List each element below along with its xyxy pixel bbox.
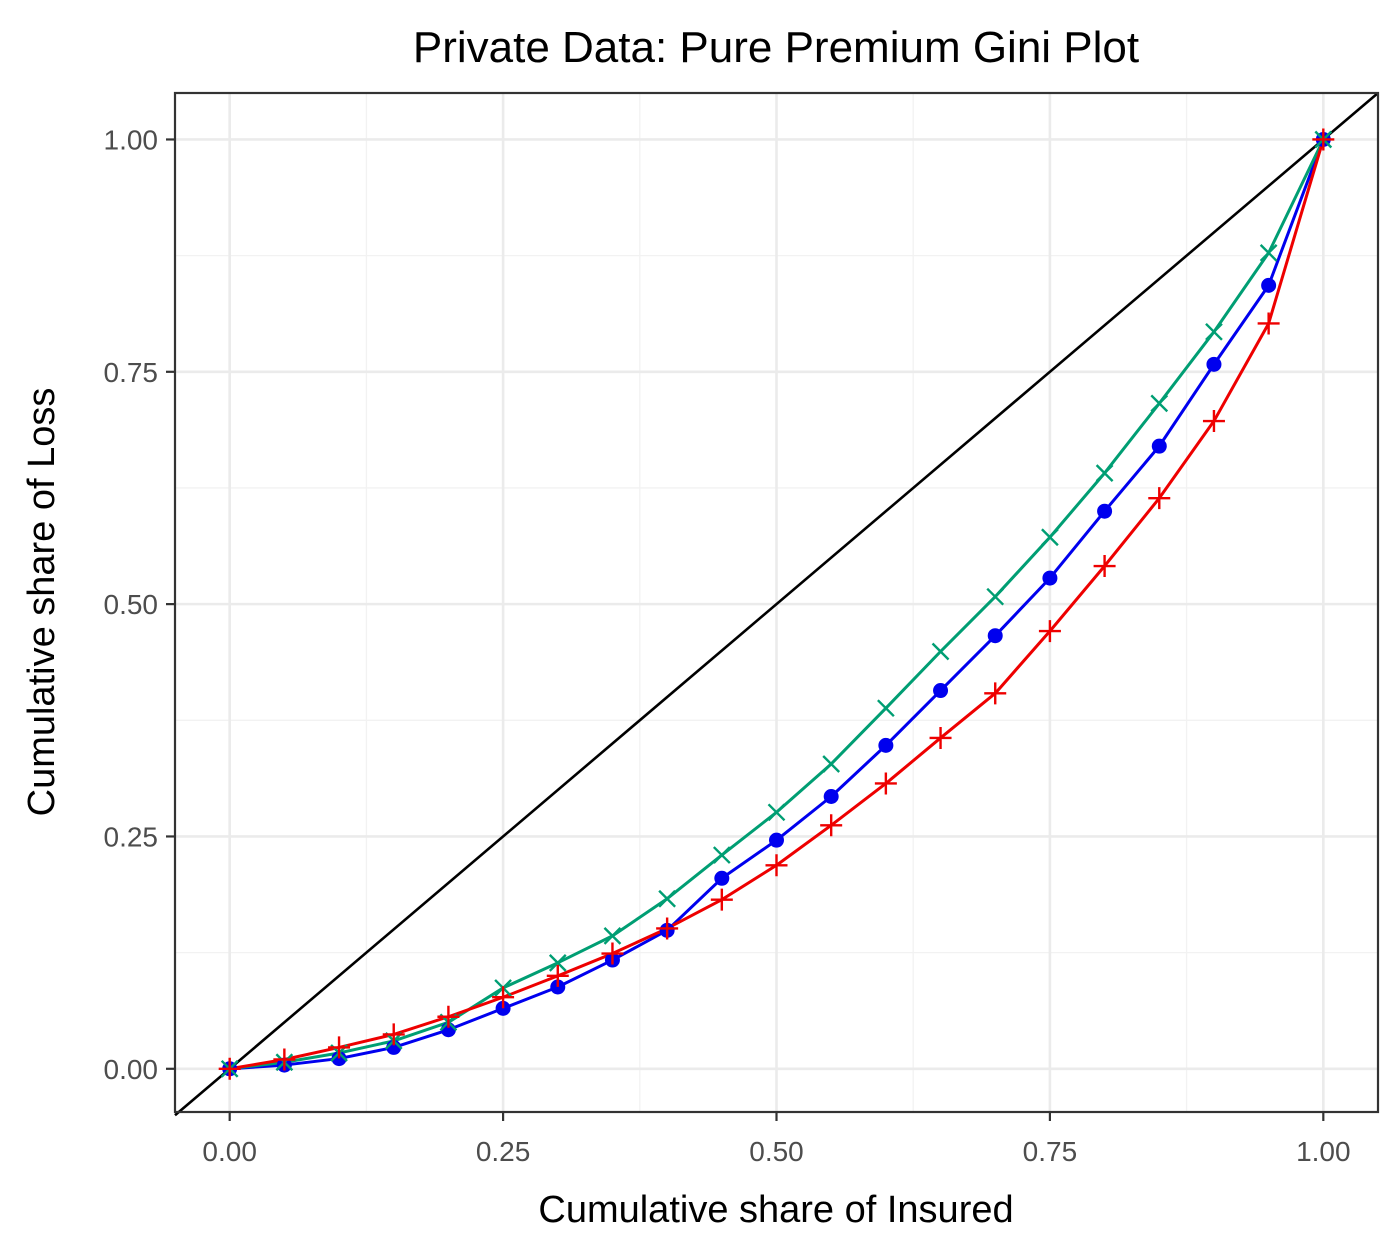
x-axis-title: Cumulative share of Insured bbox=[538, 1189, 1013, 1231]
series-3-point bbox=[1093, 555, 1116, 578]
series-1-point bbox=[878, 737, 894, 753]
series-2-point bbox=[1041, 528, 1059, 547]
series-2-point bbox=[548, 953, 567, 972]
series-markers bbox=[218, 128, 1335, 1080]
series-3-point bbox=[765, 854, 788, 877]
series-3-point bbox=[601, 942, 624, 965]
series-3-point bbox=[710, 888, 733, 911]
series-1-point bbox=[1261, 277, 1277, 293]
y-tick-label: 1.00 bbox=[104, 124, 159, 155]
series-3-point bbox=[492, 986, 515, 1009]
series-2-point bbox=[1150, 394, 1169, 413]
series-2-point bbox=[603, 927, 622, 945]
series-3-point bbox=[984, 682, 1007, 705]
series-3-point bbox=[1312, 128, 1335, 151]
series-3-point bbox=[929, 726, 952, 749]
series-1-point bbox=[714, 870, 730, 886]
y-tick-label: 0.75 bbox=[104, 357, 159, 388]
series-1-point bbox=[1042, 570, 1058, 586]
y-tick-label: 0.25 bbox=[104, 821, 159, 852]
x-tick-label: 0.25 bbox=[476, 1136, 531, 1167]
series-1-point bbox=[1206, 356, 1222, 372]
series-3-point bbox=[328, 1036, 351, 1059]
y-axis-title: Cumulative share of Loss bbox=[21, 388, 63, 817]
chart-title: Private Data: Pure Premium Gini Plot bbox=[413, 23, 1139, 72]
series-1-point bbox=[550, 979, 566, 995]
series-1-point bbox=[1151, 438, 1167, 454]
series-2-point bbox=[986, 587, 1005, 606]
series-1-point bbox=[1097, 503, 1113, 519]
series-2-point bbox=[1205, 322, 1223, 341]
series-3-point bbox=[437, 1005, 460, 1028]
series-2-point bbox=[712, 846, 731, 864]
series-1-point bbox=[987, 628, 1003, 644]
series-3-point bbox=[273, 1048, 296, 1071]
x-tick-label: 0.00 bbox=[202, 1136, 257, 1167]
series-2-point bbox=[1259, 243, 1278, 262]
series-1-point bbox=[331, 1051, 347, 1067]
series-2-point bbox=[877, 699, 895, 718]
series-1-point bbox=[933, 683, 949, 699]
series-2-point bbox=[767, 803, 786, 822]
series-1-point bbox=[495, 1000, 511, 1016]
series-3-point bbox=[820, 814, 843, 837]
y-axis: 0.00 0.25 0.50 0.75 1.00 bbox=[104, 124, 175, 1085]
x-tick-label: 1.00 bbox=[1296, 1136, 1351, 1167]
x-tick-label: 0.50 bbox=[749, 1136, 804, 1167]
y-tick-label: 0.50 bbox=[104, 589, 159, 620]
series-3-point bbox=[546, 964, 569, 987]
x-tick-label: 0.75 bbox=[1023, 1136, 1078, 1167]
series-3-point bbox=[382, 1023, 405, 1046]
series-2-point bbox=[822, 755, 841, 773]
series-1-point bbox=[769, 832, 784, 848]
series-3-point bbox=[1038, 620, 1061, 643]
y-tick-label: 0.00 bbox=[104, 1054, 159, 1085]
grid bbox=[175, 93, 1378, 1112]
series-3-point bbox=[218, 1057, 241, 1080]
series-2-point bbox=[931, 642, 950, 661]
series-3-point bbox=[1148, 487, 1171, 510]
series-3-point bbox=[656, 917, 679, 940]
series-3-point bbox=[1202, 410, 1225, 433]
equality-line bbox=[174, 92, 1379, 1117]
series-2-point bbox=[658, 889, 676, 908]
x-axis: 0.00 0.25 0.50 0.75 1.00 bbox=[202, 1112, 1351, 1167]
series-3-point bbox=[874, 772, 897, 795]
series-2-point bbox=[1095, 464, 1114, 482]
series-1-point bbox=[823, 788, 839, 804]
series-3-point bbox=[1257, 312, 1280, 335]
